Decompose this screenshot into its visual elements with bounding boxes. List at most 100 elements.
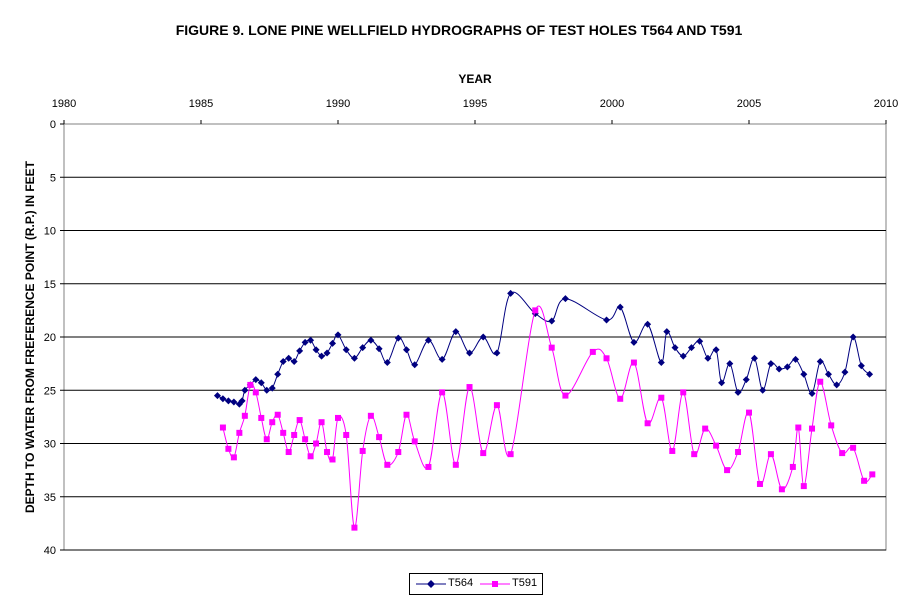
point-t591 xyxy=(219,424,226,431)
point-t564 xyxy=(783,363,791,371)
point-t564 xyxy=(307,336,315,344)
point-t564 xyxy=(630,338,638,346)
y-tick-label: 15 xyxy=(44,279,56,291)
point-t564 xyxy=(849,333,857,341)
point-t591 xyxy=(548,344,555,351)
point-t591 xyxy=(589,348,596,355)
point-t564 xyxy=(312,346,320,354)
point-t564 xyxy=(224,397,232,405)
point-t591 xyxy=(247,381,254,388)
point-t591 xyxy=(861,477,868,484)
point-t564 xyxy=(403,346,410,354)
point-t564 xyxy=(257,379,265,387)
point-t591 xyxy=(658,394,665,401)
point-t564 xyxy=(301,338,309,346)
series-line-t591 xyxy=(222,305,873,529)
point-t564 xyxy=(866,370,874,378)
chart-title: FIGURE 9. LONE PINE WELLFIELD HYDROGRAPH… xyxy=(175,22,743,38)
point-t591 xyxy=(343,431,350,438)
point-t591 xyxy=(395,449,402,456)
point-t591 xyxy=(680,389,687,396)
point-t591 xyxy=(532,307,539,314)
point-t591 xyxy=(795,424,802,431)
y-tick-label: 0 xyxy=(50,119,56,131)
point-t591 xyxy=(746,409,752,416)
point-t591 xyxy=(839,450,846,457)
series-group xyxy=(213,289,876,531)
point-t591 xyxy=(384,461,391,468)
point-t591 xyxy=(630,359,637,366)
point-t564 xyxy=(616,303,624,311)
point-t564 xyxy=(775,365,783,373)
point-t591 xyxy=(507,451,514,458)
point-t564 xyxy=(438,355,446,363)
point-t591 xyxy=(335,414,341,421)
point-t564 xyxy=(657,359,665,367)
point-t591 xyxy=(493,402,500,409)
point-t564 xyxy=(290,357,298,365)
point-t591 xyxy=(817,378,824,385)
point-t591 xyxy=(403,411,410,418)
x-axis-label: YEAR xyxy=(458,72,492,86)
point-t564 xyxy=(824,370,832,378)
point-t564 xyxy=(268,384,276,392)
point-t564 xyxy=(742,376,750,384)
point-t564 xyxy=(323,349,331,357)
x-tick-labels: 1980 1985 1990 1995 2000 2005 2010 xyxy=(52,98,898,124)
point-t564 xyxy=(334,331,342,339)
x-tick-label: 1995 xyxy=(463,98,487,110)
point-t591 xyxy=(313,440,320,447)
point-t591 xyxy=(296,417,303,424)
point-t591 xyxy=(713,442,720,449)
point-t564 xyxy=(603,316,611,324)
point-t564 xyxy=(411,361,419,369)
point-t591 xyxy=(263,436,270,443)
point-t564 xyxy=(241,386,249,394)
point-t564 xyxy=(857,362,865,370)
point-t564 xyxy=(285,354,293,362)
x-tick-label: 1985 xyxy=(189,98,213,110)
gridlines xyxy=(64,176,886,551)
point-t564 xyxy=(219,395,227,403)
y-tick-label: 10 xyxy=(44,226,56,238)
point-t564 xyxy=(792,355,800,363)
point-t591 xyxy=(291,431,298,438)
point-t564 xyxy=(759,386,767,394)
point-t564 xyxy=(350,354,358,362)
point-t591 xyxy=(562,392,569,399)
point-t564 xyxy=(767,360,775,368)
point-t564 xyxy=(479,333,487,341)
point-t591 xyxy=(603,355,610,362)
point-t564 xyxy=(696,337,704,345)
point-t591 xyxy=(307,453,314,460)
point-t564 xyxy=(296,347,304,355)
point-t564 xyxy=(644,320,652,328)
point-t564 xyxy=(252,376,260,384)
point-t564 xyxy=(213,392,221,400)
legend-swatch-t564 xyxy=(416,580,446,588)
point-t591 xyxy=(351,524,358,531)
point-t591 xyxy=(318,419,325,426)
x-tick-label: 2005 xyxy=(737,98,761,110)
point-t591 xyxy=(724,467,731,474)
point-t564 xyxy=(375,345,383,353)
point-t591 xyxy=(425,463,432,470)
point-t564 xyxy=(329,339,337,347)
point-t591 xyxy=(850,444,857,451)
point-t564 xyxy=(383,359,391,367)
point-t564 xyxy=(493,349,501,357)
point-t591 xyxy=(756,480,763,487)
point-t564 xyxy=(808,389,816,397)
point-t591 xyxy=(778,486,785,493)
point-t564 xyxy=(279,357,287,365)
point-t564 xyxy=(726,360,734,368)
point-t591 xyxy=(767,451,774,458)
point-t564 xyxy=(359,344,367,352)
point-t591 xyxy=(269,419,276,426)
point-t591 xyxy=(324,449,331,456)
point-t564 xyxy=(274,370,282,378)
y-tick-label: 20 xyxy=(44,332,56,344)
point-t564 xyxy=(750,354,758,362)
y-tick-label: 30 xyxy=(44,439,56,451)
